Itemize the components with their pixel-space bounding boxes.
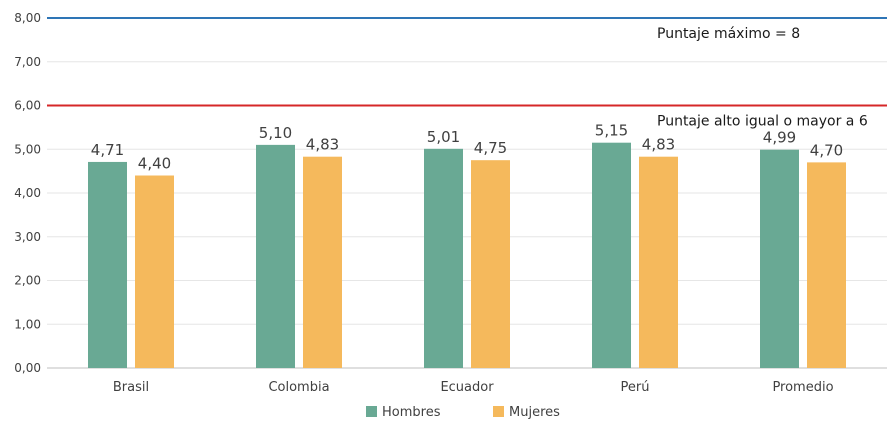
legend-swatch [366, 406, 377, 417]
bars [88, 142, 846, 368]
bar-mujeres-0 [135, 175, 174, 368]
data-label: 4,75 [474, 139, 507, 157]
bar-hombres-1 [256, 144, 295, 368]
bar-hombres-4 [760, 149, 799, 368]
legend-swatch [493, 406, 504, 417]
legend-label: Hombres [382, 405, 441, 420]
reference-line-label: Puntaje máximo = 8 [657, 26, 800, 42]
data-labels: 4,71 4,40 5,10 4,83 5,01 4,75 5,15 4,83 4,99 4,70 [91, 122, 843, 173]
data-label: 4,70 [810, 141, 843, 159]
data-label: 5,01 [427, 128, 460, 146]
data-label: 4,83 [642, 136, 675, 154]
bar-mujeres-4 [807, 162, 846, 368]
legend: Hombres Mujeres [366, 405, 560, 420]
y-tick-label: 6,00 [14, 99, 41, 113]
bar-hombres-2 [424, 148, 463, 368]
bar-hombres-0 [88, 161, 127, 368]
y-tick-label: 5,00 [14, 142, 41, 156]
gridlines [47, 61, 887, 369]
legend-label: Mujeres [509, 405, 560, 420]
data-label: 4,83 [306, 136, 339, 154]
y-tick-label: 2,00 [14, 274, 41, 288]
y-tick-label: 3,00 [14, 230, 41, 244]
bar-mujeres-1 [303, 156, 342, 368]
y-tick-label: 1,00 [14, 317, 41, 331]
category-label: Perú [621, 380, 650, 395]
category-label: Brasil [113, 380, 149, 395]
x-axis-category-labels: Brasil Colombia Ecuador Perú Promedio [113, 380, 834, 395]
y-axis-tick-labels: 0,00 1,00 2,00 3,00 4,00 5,00 6,00 7,00 8,00 [14, 11, 41, 375]
bar-mujeres-3 [639, 156, 678, 368]
reference-lines: Puntaje máximo = 8 Puntaje alto igual o m… [47, 17, 887, 130]
category-label: Colombia [268, 380, 329, 395]
data-label: 4,71 [91, 141, 124, 159]
category-label: Promedio [772, 380, 833, 395]
data-label: 4,99 [763, 129, 796, 147]
bar-mujeres-2 [471, 160, 510, 368]
y-tick-label: 7,00 [14, 55, 41, 69]
data-label: 5,15 [595, 122, 628, 140]
y-tick-label: 4,00 [14, 186, 41, 200]
y-tick-label: 8,00 [14, 11, 41, 25]
y-tick-label: 0,00 [14, 361, 41, 375]
bar-hombres-3 [592, 142, 631, 368]
data-label: 5,10 [259, 124, 292, 142]
category-label: Ecuador [440, 380, 494, 395]
data-label: 4,40 [138, 155, 171, 173]
reference-line-label: Puntaje alto igual o mayor a 6 [657, 114, 868, 130]
